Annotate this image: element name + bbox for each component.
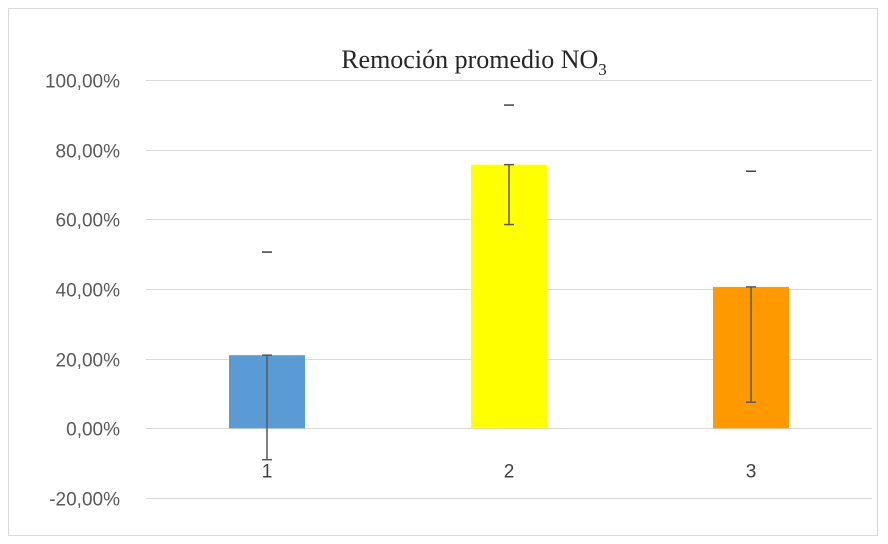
y-tick-label: 80,00% (56, 142, 121, 163)
chart-title-subscript: 3 (598, 60, 607, 79)
y-axis-tick-labels: -20,00% 0,00% 20,00% 40,00% 60,00% 80,00% 100,… (45, 72, 120, 511)
y-tick-label: 40,00% (56, 281, 121, 302)
y-tick-label: 100,00% (45, 72, 120, 93)
x-tick-label: 3 (746, 461, 757, 482)
chart-title-main: Remoción promedio NO (341, 45, 598, 74)
y-tick-label: 60,00% (56, 211, 121, 232)
chart-title: Remoción promedio NO3 (341, 45, 607, 79)
x-tick-label: 1 (262, 461, 273, 482)
y-tick-label: 20,00% (56, 351, 121, 372)
error-bars (262, 104, 756, 461)
y-tick-label: 0,00% (66, 420, 120, 441)
chart-frame (8, 8, 878, 536)
x-axis-tick-labels: 1 2 3 (262, 461, 757, 482)
x-tick-label: 2 (504, 461, 515, 482)
y-tick-label: -20,00% (49, 490, 120, 511)
